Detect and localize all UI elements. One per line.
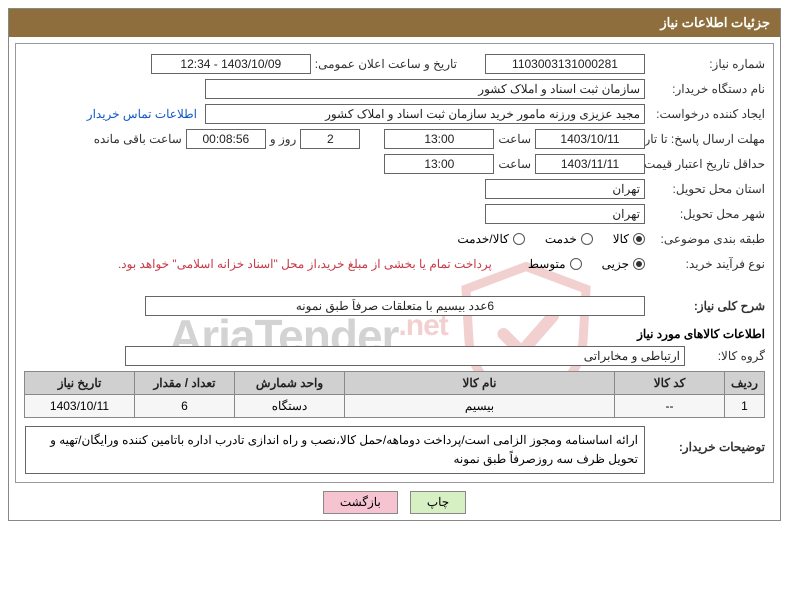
label-remain: ساعت باقی مانده	[94, 132, 182, 146]
treasury-note: پرداخت تمام یا بخشی از مبلغ خرید،از محل …	[118, 257, 492, 271]
valid-date-field[interactable]	[535, 154, 645, 174]
subject-radio-group: کالا خدمت کالا/خدمت	[441, 232, 645, 246]
col-name: نام کالا	[345, 372, 615, 395]
label-deadline: مهلت ارسال پاسخ: تا تاریخ:	[645, 132, 765, 146]
page-title: جزئیات اطلاعات نیاز	[9, 9, 780, 37]
radio-motevaset-label: متوسط	[528, 257, 566, 271]
items-section-header: اطلاعات کالاهای مورد نیاز	[24, 327, 765, 341]
label-subject-class: طبقه بندی موضوعی:	[645, 232, 765, 246]
radio-kala-khedmat-label: کالا/خدمت	[457, 232, 508, 246]
label-purchase-type: نوع فرآیند خرید:	[645, 257, 765, 271]
radio-dot-icon	[581, 233, 593, 245]
radio-khedmat-label: خدمت	[545, 232, 577, 246]
label-requester: ایجاد کننده درخواست:	[645, 107, 765, 121]
valid-hour-field[interactable]	[384, 154, 494, 174]
radio-dot-icon	[513, 233, 525, 245]
cell-date: 1403/10/11	[25, 395, 135, 418]
print-button[interactable]: چاپ	[410, 491, 466, 514]
label-price-valid: حداقل تاریخ اعتبار قیمت: تا تاریخ:	[645, 157, 765, 171]
radio-khedmat[interactable]: خدمت	[545, 232, 593, 246]
radio-dot-icon	[570, 258, 582, 270]
cell-name: بیسیم	[345, 395, 615, 418]
radio-motevaset[interactable]: متوسط	[528, 257, 582, 271]
label-buyer-notes: توضیحات خریدار:	[645, 426, 765, 454]
remain-days-field[interactable]	[300, 129, 360, 149]
label-days-and: روز و	[270, 132, 297, 146]
cell-unit: دستگاه	[235, 395, 345, 418]
overall-desc-field[interactable]	[145, 296, 645, 316]
need-no-field[interactable]	[485, 54, 645, 74]
label-buyer-org: نام دستگاه خریدار:	[645, 82, 765, 96]
deadline-date-field[interactable]	[535, 129, 645, 149]
cell-qty: 6	[135, 395, 235, 418]
radio-kala-label: کالا	[613, 232, 629, 246]
col-idx: ردیف	[725, 372, 765, 395]
label-overall-desc: شرح کلی نیاز:	[645, 299, 765, 313]
label-need-no: شماره نیاز:	[645, 57, 765, 71]
table-row: 1 -- بیسیم دستگاه 6 1403/10/11	[25, 395, 765, 418]
purchase-radio-group: جزیی متوسط	[512, 257, 645, 271]
col-unit: واحد شمارش	[235, 372, 345, 395]
back-button[interactable]: بازگشت	[323, 491, 398, 514]
items-table: ردیف کد کالا نام کالا واحد شمارش تعداد /…	[24, 371, 765, 418]
goods-group-field[interactable]	[125, 346, 685, 366]
col-date: تاریخ نیاز	[25, 372, 135, 395]
deadline-hour-field[interactable]	[384, 129, 494, 149]
radio-kala-khedmat[interactable]: کالا/خدمت	[457, 232, 524, 246]
col-qty: تعداد / مقدار	[135, 372, 235, 395]
radio-dot-icon	[633, 258, 645, 270]
label-goods-group: گروه کالا:	[685, 349, 765, 363]
radio-dot-icon	[633, 233, 645, 245]
city-field[interactable]	[485, 204, 645, 224]
contact-link[interactable]: اطلاعات تماس خریدار	[87, 107, 197, 121]
label-hour-2: ساعت	[498, 157, 531, 171]
province-field[interactable]	[485, 179, 645, 199]
label-hour-1: ساعت	[498, 132, 531, 146]
label-announce: تاریخ و ساعت اعلان عمومی:	[311, 57, 457, 71]
requester-field[interactable]	[205, 104, 645, 124]
announce-field[interactable]	[151, 54, 311, 74]
cell-idx: 1	[725, 395, 765, 418]
cell-code: --	[615, 395, 725, 418]
buyer-notes-box[interactable]: ارائه اساسنامه ومجوز الزامی است/پرداخت د…	[25, 426, 645, 474]
radio-kala[interactable]: کالا	[613, 232, 645, 246]
label-province: استان محل تحویل:	[645, 182, 765, 196]
label-city: شهر محل تحویل:	[645, 207, 765, 221]
buyer-org-field[interactable]	[205, 79, 645, 99]
col-code: کد کالا	[615, 372, 725, 395]
remain-timer-field[interactable]	[186, 129, 266, 149]
radio-jozee-label: جزیی	[602, 257, 629, 271]
radio-jozee[interactable]: جزیی	[602, 257, 645, 271]
